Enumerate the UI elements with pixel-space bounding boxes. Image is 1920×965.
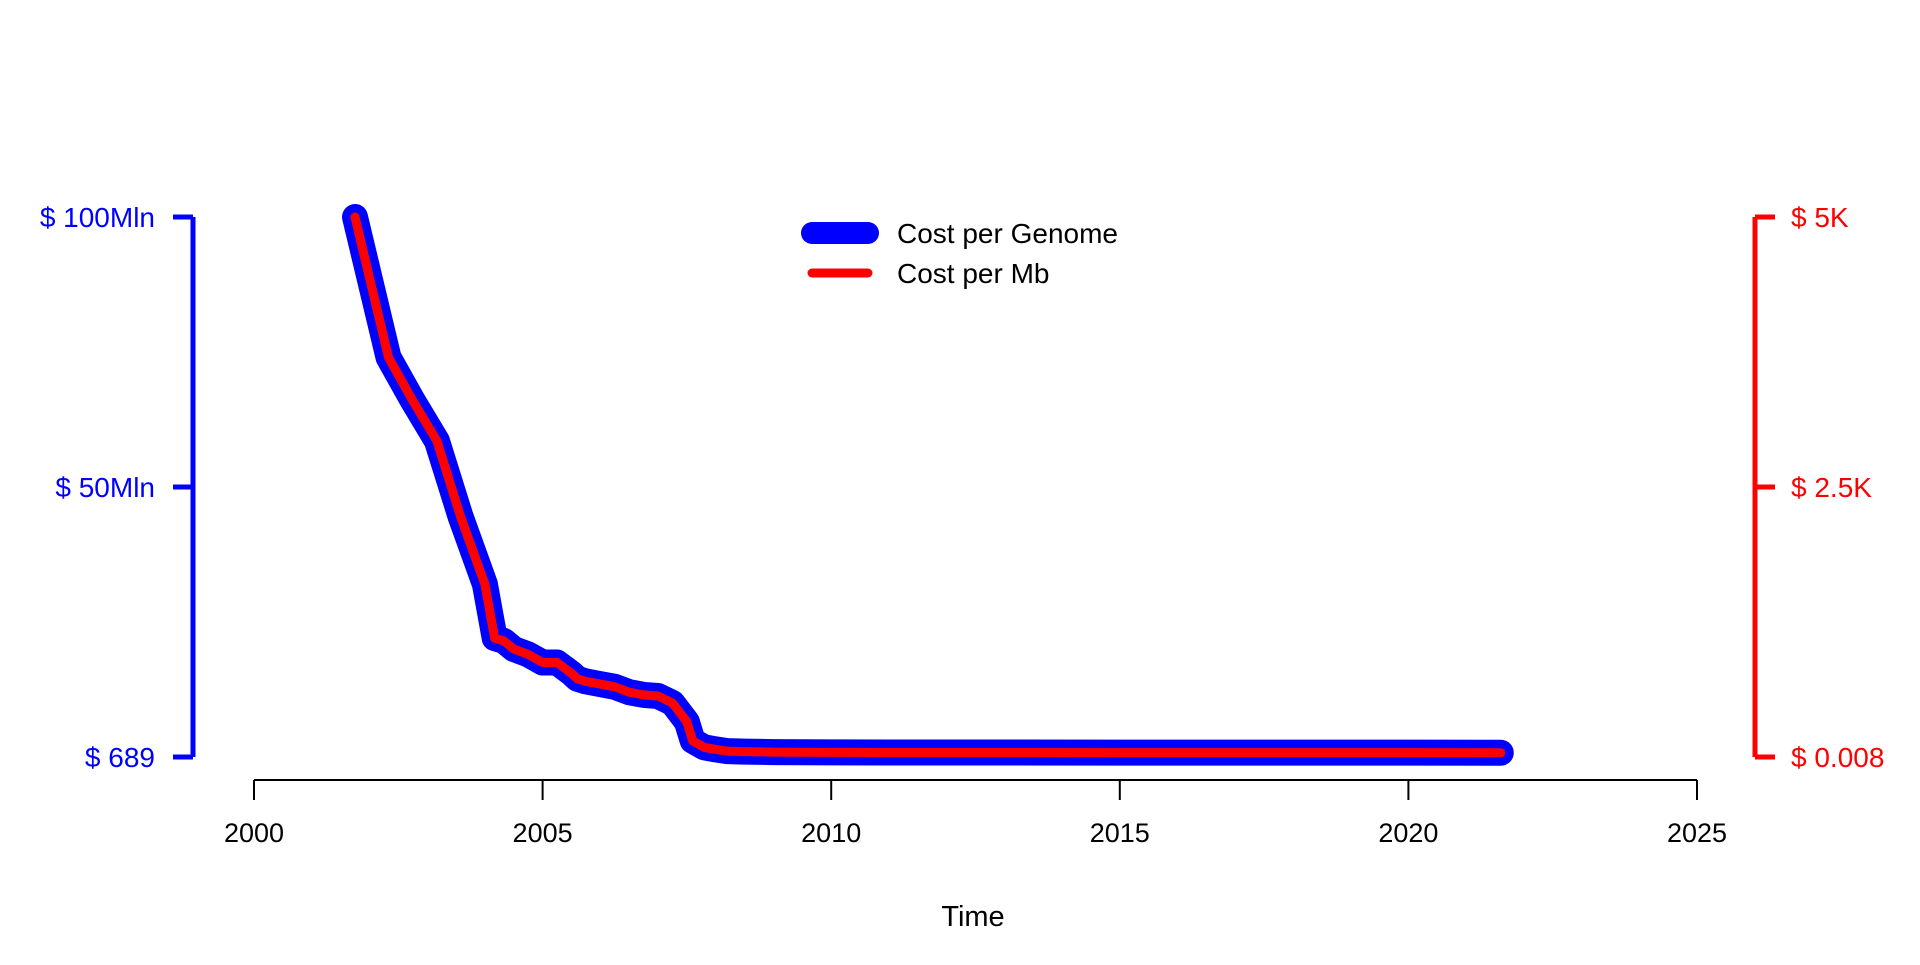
x-tick-label-2010: 2010 bbox=[801, 818, 861, 848]
legend-label-cost-per-mb: Cost per Mb bbox=[897, 258, 1050, 289]
legend: Cost per Genome Cost per Mb bbox=[801, 218, 1118, 289]
left-tick-label-50mln: $ 50Mln bbox=[55, 472, 155, 503]
x-tick-label-2005: 2005 bbox=[513, 818, 573, 848]
left-tick-label-100mln: $ 100Mln bbox=[40, 202, 155, 233]
right-tick-label-5k: $ 5K bbox=[1791, 202, 1849, 233]
left-axis: $ 100Mln $ 50Mln $ 689 bbox=[40, 202, 196, 773]
x-tick-label-2015: 2015 bbox=[1090, 818, 1150, 848]
x-tick-label-2020: 2020 bbox=[1378, 818, 1438, 848]
left-tick-label-689: $ 689 bbox=[85, 742, 155, 773]
series-layer bbox=[342, 204, 1514, 766]
right-tick-label-0-008: $ 0.008 bbox=[1791, 742, 1884, 773]
x-tick-label-2025: 2025 bbox=[1667, 818, 1727, 848]
series-line-cost-per-genome bbox=[342, 204, 1514, 766]
x-tick-label-2000: 2000 bbox=[224, 818, 284, 848]
series-line-cost-per-mb bbox=[350, 212, 1506, 758]
x-axis: 2000 2005 2010 2015 2020 2025 bbox=[224, 779, 1727, 848]
right-axis: $ 5K $ 2.5K $ 0.008 bbox=[1752, 202, 1884, 773]
x-axis-title: Time bbox=[941, 901, 1004, 933]
legend-label-cost-per-genome: Cost per Genome bbox=[897, 218, 1118, 249]
right-tick-label-2-5k: $ 2.5K bbox=[1791, 472, 1872, 503]
